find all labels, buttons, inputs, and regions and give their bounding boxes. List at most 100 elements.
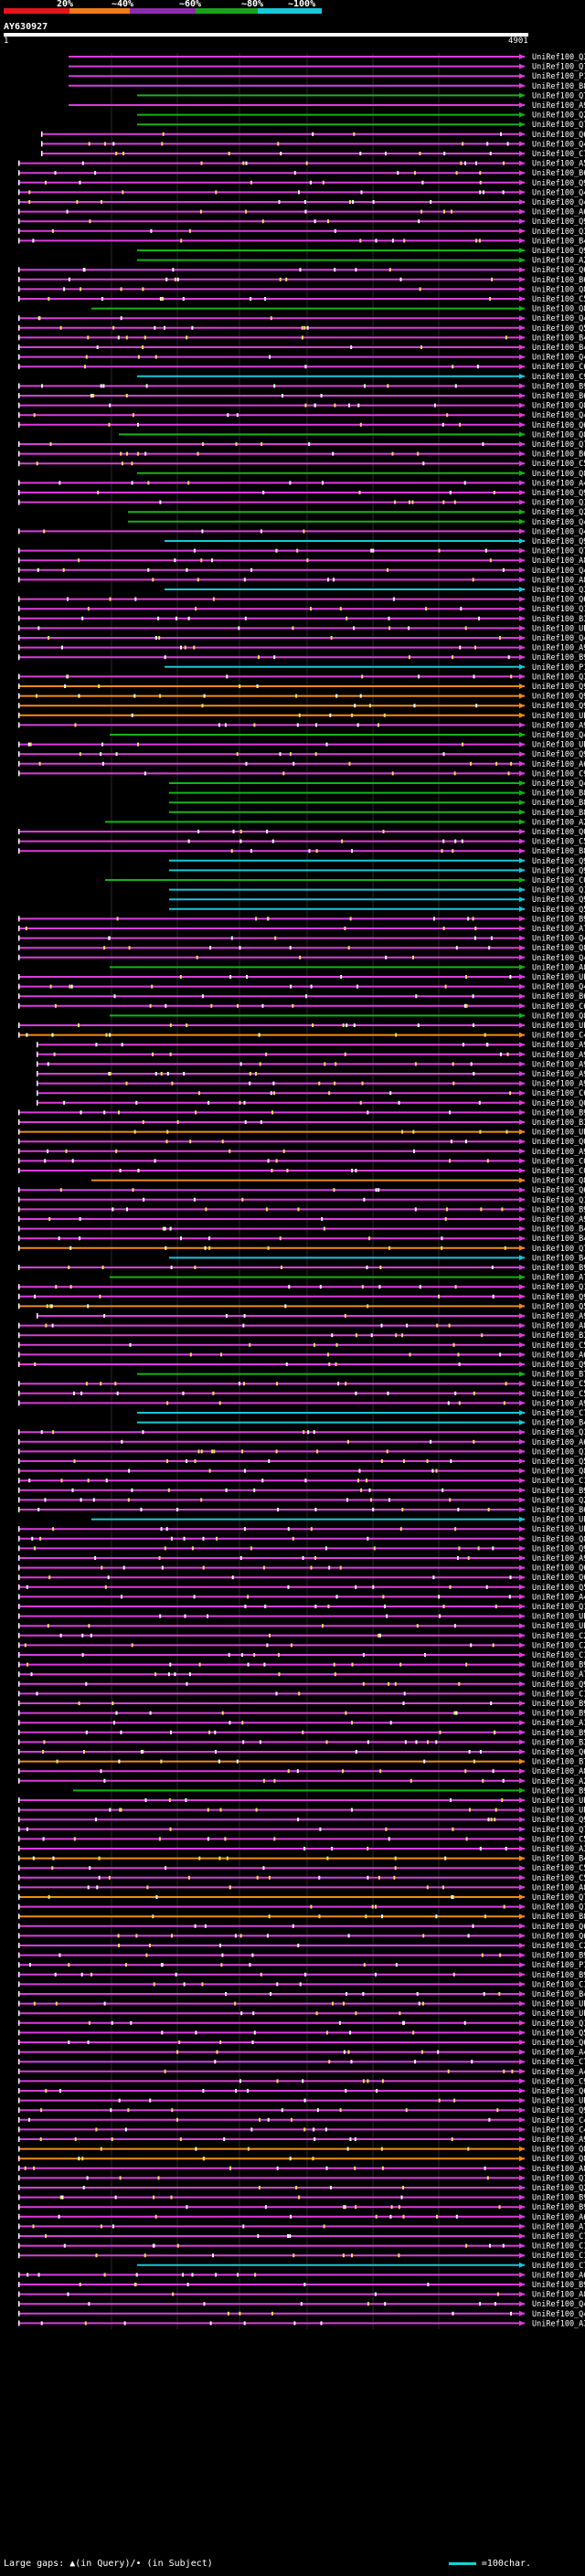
hit-row[interactable]: UniRef100_Q9C8S1 (18, 1361, 585, 1370)
hit-row[interactable]: UniRef100_A9VDA0 (18, 1215, 585, 1224)
hit-row[interactable]: UniRef100_C6KG16 (37, 1089, 585, 1098)
hit-row[interactable]: UniRef100_B4WFA0 (137, 1419, 585, 1428)
hit-row[interactable]: UniRef100_Q6LPH3 (18, 1186, 585, 1195)
hit-row[interactable]: UniRef100_B6VSD9 (18, 169, 585, 178)
hit-row[interactable]: UniRef100_A7PLJ0 (18, 925, 585, 934)
hit-row[interactable]: UniRef100_B9N1K1 (18, 1264, 585, 1273)
hit-row[interactable]: UniRef100_B6TDK3 (18, 392, 585, 401)
hit-row[interactable]: UniRef100_Q9SBM1 (18, 179, 585, 188)
hit-row[interactable]: UniRef100_B3MXZ2 (18, 1738, 585, 1747)
hit-row[interactable]: UniRef100_A9P3B8 (37, 1080, 585, 1089)
hit-row[interactable]: UniRef100_A8MD96 (18, 2165, 585, 2174)
hit-row[interactable]: UniRef100_Q95JC9-3 (18, 693, 585, 702)
hit-row[interactable]: UniRef100_Q3R617 (69, 53, 585, 62)
hit-row[interactable]: UniRef100_C9FJF1 (18, 769, 585, 779)
hit-row[interactable]: UniRef100_A2NZ46 (105, 818, 585, 827)
hit-row[interactable]: UniRef100_Q3LYQ1 (165, 586, 585, 595)
hit-row[interactable]: UniRef100_A8IFU8 (110, 963, 585, 972)
hit-row[interactable]: UniRef100_B4FKM5 (18, 334, 585, 343)
hit-row[interactable]: UniRef100_Q7DLZ6 (18, 1893, 585, 1903)
hit-row[interactable]: UniRef100_UP1000... (18, 1613, 585, 1622)
hit-row[interactable]: UniRef100_Q8RRG6 (18, 1535, 585, 1544)
hit-row[interactable]: UniRef100_Q6VZC2 (18, 1923, 585, 1932)
hit-row[interactable]: UniRef100_B9HTD7 (18, 1971, 585, 1980)
hit-row[interactable]: UniRef100_A1KR25 (18, 1719, 585, 1728)
hit-row[interactable]: UniRef100_Q4A2B5 (18, 198, 585, 207)
hit-row[interactable]: UniRef100_A2ZBY6 (137, 257, 585, 266)
hit-row[interactable]: UniRef100_Q25RQ2 (137, 111, 585, 121)
hit-row[interactable]: UniRef100_B9G6Q3 (18, 382, 585, 391)
hit-row[interactable]: UniRef100_C5LYX8 (18, 1864, 585, 1873)
hit-row[interactable]: UniRef100_C4PPC0 (18, 2125, 585, 2135)
hit-row[interactable]: UniRef100_A6N1H1 (18, 1351, 585, 1360)
hit-row[interactable]: UniRef100_A8PD59 (18, 576, 585, 585)
hit-row[interactable]: UniRef100_C1KZS3 (18, 1690, 585, 1699)
hit-row[interactable]: UniRef100_Q6HAW4 (18, 1748, 585, 1757)
hit-row[interactable]: UniRef100_Q6KBP2 (18, 596, 585, 605)
hit-row[interactable]: UniRef100_Q4A1Y1 (128, 518, 585, 527)
hit-row[interactable]: UniRef100_UP1000... (18, 1807, 585, 1816)
hit-row[interactable]: UniRef100_UP1000... (18, 1129, 585, 1138)
hit-row[interactable]: UniRef100_C0NQ83 (18, 1167, 585, 1176)
hit-row[interactable]: UniRef100_C1M633 (18, 2252, 585, 2261)
hit-row[interactable]: UniRef100_B9I087 (18, 1729, 585, 1738)
hit-row[interactable]: UniRef100_Q1ZS14 (18, 1903, 585, 1913)
hit-row[interactable]: UniRef100_Q2V4R1 (128, 508, 585, 517)
hit-row[interactable]: UniRef100_C5YA60 (18, 460, 585, 469)
hit-row[interactable]: UniRef100_A9P3B0 (37, 1060, 585, 1069)
hit-row[interactable]: UniRef100_Q7XQY2 (18, 1826, 585, 1835)
hit-row[interactable]: UniRef100_Q6VIL7 (18, 1932, 585, 1941)
hit-row[interactable]: UniRef100_A5E8N9 (18, 160, 585, 169)
hit-row[interactable]: UniRef100_A9TLM5 (18, 1148, 585, 1157)
hit-row[interactable]: UniRef100_UP1000... (18, 973, 585, 982)
hit-row[interactable]: UniRef100_C5X5J5 (18, 1341, 585, 1351)
hit-row[interactable]: UniRef100_B3XYC5 (18, 615, 585, 624)
hit-row[interactable]: UniRef100_Q74XF3 (137, 121, 585, 130)
hit-row[interactable]: UniRef100_Q6S3D6 (18, 421, 585, 430)
hit-row[interactable]: UniRef100_B4IM75 (18, 1235, 585, 1244)
hit-row[interactable]: UniRef100_Q9SDM2 (18, 1816, 585, 1825)
hit-row[interactable]: UniRef100_C5X4A6 (18, 1390, 585, 1399)
hit-row[interactable]: UniRef100_B3NC39 (18, 1331, 585, 1341)
hit-row[interactable]: UniRef100_Q94BY7 (18, 489, 585, 498)
hit-row[interactable]: UniRef100_Q8A2L0-2 (18, 2146, 585, 2155)
hit-row[interactable]: UniRef100_Q9C946 (18, 2106, 585, 2115)
hit-row[interactable]: UniRef100_Q8LSZ3 (137, 470, 585, 479)
hit-row[interactable]: UniRef100_Q4A256 (18, 935, 585, 944)
hit-row[interactable]: UniRef100_UP1000... (18, 2009, 585, 2019)
hit-row[interactable]: UniRef100_B8LPZ3 (169, 790, 585, 799)
hit-row[interactable]: UniRef100_UP1000... (91, 1516, 585, 1525)
hit-row[interactable]: UniRef100_Q3HTX5 (18, 228, 585, 237)
hit-row[interactable]: UniRef100_Q6S3E8 (18, 266, 585, 275)
hit-row[interactable]: UniRef100_Q13EB3 (18, 2019, 585, 2029)
hit-row[interactable]: UniRef100_Q1EH37 (18, 499, 585, 508)
hit-row[interactable]: UniRef100_B9RLA3 (18, 2194, 585, 2203)
hit-row[interactable]: UniRef100_UP1000... (18, 2097, 585, 2106)
hit-row[interactable]: UniRef100_C6TLP8 (18, 1002, 585, 1012)
hit-row[interactable]: UniRef100_A4W015 (18, 479, 585, 488)
hit-row[interactable]: UniRef100_B9SWD9 (18, 653, 585, 663)
hit-row[interactable]: UniRef100_Q8LSZ2 (91, 305, 585, 314)
hit-row[interactable]: UniRef100_Q4WG06 (18, 2310, 585, 2319)
hit-row[interactable]: UniRef100_Q8LHY5 (119, 430, 585, 440)
hit-row[interactable]: UniRef100_A6VKY6 (18, 2271, 585, 2280)
hit-row[interactable]: UniRef100_Q6AS24 (18, 2087, 585, 2096)
hit-row[interactable]: UniRef100_Q42536 (18, 314, 585, 323)
hit-row[interactable]: UniRef100_A6HMN2 (18, 2213, 585, 2222)
hit-row[interactable]: UniRef100_Q42850 (18, 411, 585, 420)
hit-row[interactable]: UniRef100_A9SRM6 (69, 101, 585, 111)
hit-row[interactable]: UniRef100_Q9LL37 (165, 537, 585, 546)
hit-row[interactable]: UniRef100_B6KLS9 (18, 451, 585, 460)
hit-row[interactable]: UniRef100_UP1000... (18, 741, 585, 750)
hit-row[interactable]: UniRef100_A4S1Y9 (18, 2068, 585, 2077)
hit-row[interactable]: UniRef100_Q75W76 (137, 91, 585, 101)
hit-row[interactable]: UniRef100_B4WXP9 (18, 1990, 585, 1999)
hit-row[interactable]: UniRef100_C5VB77 (18, 1835, 585, 1844)
hit-row[interactable]: UniRef100_A41805 (18, 2049, 585, 2058)
hit-row[interactable]: UniRef100_UP1000... (18, 1797, 585, 1806)
hit-row[interactable]: UniRef100_Q6HMZ6 (18, 1564, 585, 1574)
hit-row[interactable]: UniRef100_Q8VX84 (18, 285, 585, 294)
hit-row[interactable]: UniRef100_A9P3B4 (37, 1051, 585, 1060)
hit-row[interactable]: UniRef100_UP1000... (18, 712, 585, 721)
hit-row[interactable]: UniRef100_Q41578 (41, 140, 585, 149)
